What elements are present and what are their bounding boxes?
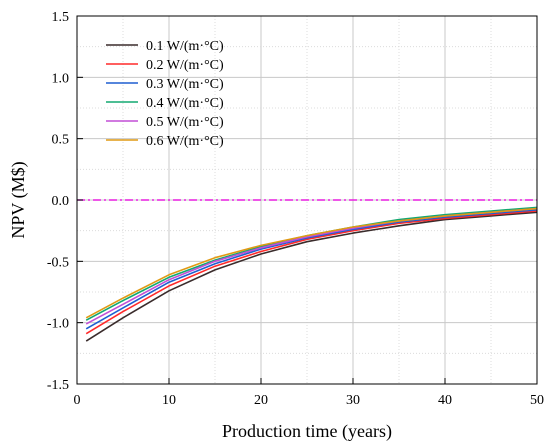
series-line-5 — [85, 207, 538, 325]
legend-label: 0.5 W/(m·°C) — [146, 115, 224, 130]
series-line-1 — [85, 211, 538, 342]
series-line-4 — [85, 206, 538, 321]
y-axis-title: NPV (M$) — [8, 161, 29, 238]
legend-label: 0.2 W/(m·°C) — [146, 58, 224, 73]
y-tick-label: -1.5 — [47, 378, 69, 393]
y-tick-label: 1.5 — [52, 10, 70, 25]
legend-label: 0.6 W/(m·°C) — [146, 134, 224, 149]
y-tick-label: 0.0 — [52, 194, 70, 209]
x-tick-label: 30 — [346, 393, 360, 408]
x-tick-label: 20 — [254, 393, 268, 408]
x-tick-label: 40 — [438, 393, 452, 408]
legend-label: 0.1 W/(m·°C) — [146, 39, 224, 54]
y-tick-label: 1.0 — [52, 71, 70, 86]
x-tick-label: 50 — [530, 393, 544, 408]
x-tick-label: 10 — [162, 393, 176, 408]
series-line-6 — [85, 207, 538, 319]
y-tick-label: 0.5 — [52, 133, 70, 148]
legend-label: 0.3 W/(m·°C) — [146, 77, 224, 92]
y-tick-label: -0.5 — [47, 255, 69, 270]
series-line-2 — [85, 210, 538, 335]
x-axis-title: Production time (years) — [222, 421, 392, 442]
y-tick-label: -1.0 — [47, 317, 69, 332]
x-axis-ticks: 0 10 20 30 40 50 — [74, 378, 544, 408]
legend-label: 0.4 W/(m·°C) — [146, 96, 224, 111]
legend: 0.1 W/(m·°C) 0.2 W/(m·°C) 0.3 W/(m·°C) 0.4 … — [106, 39, 224, 149]
y-axis-ticks: -1.5 -1.0 -0.5 0.0 0.5 1.0 1.5 — [47, 10, 83, 393]
x-tick-label: 0 — [74, 393, 81, 408]
series-layer — [85, 206, 538, 342]
series-line-3 — [85, 209, 538, 330]
